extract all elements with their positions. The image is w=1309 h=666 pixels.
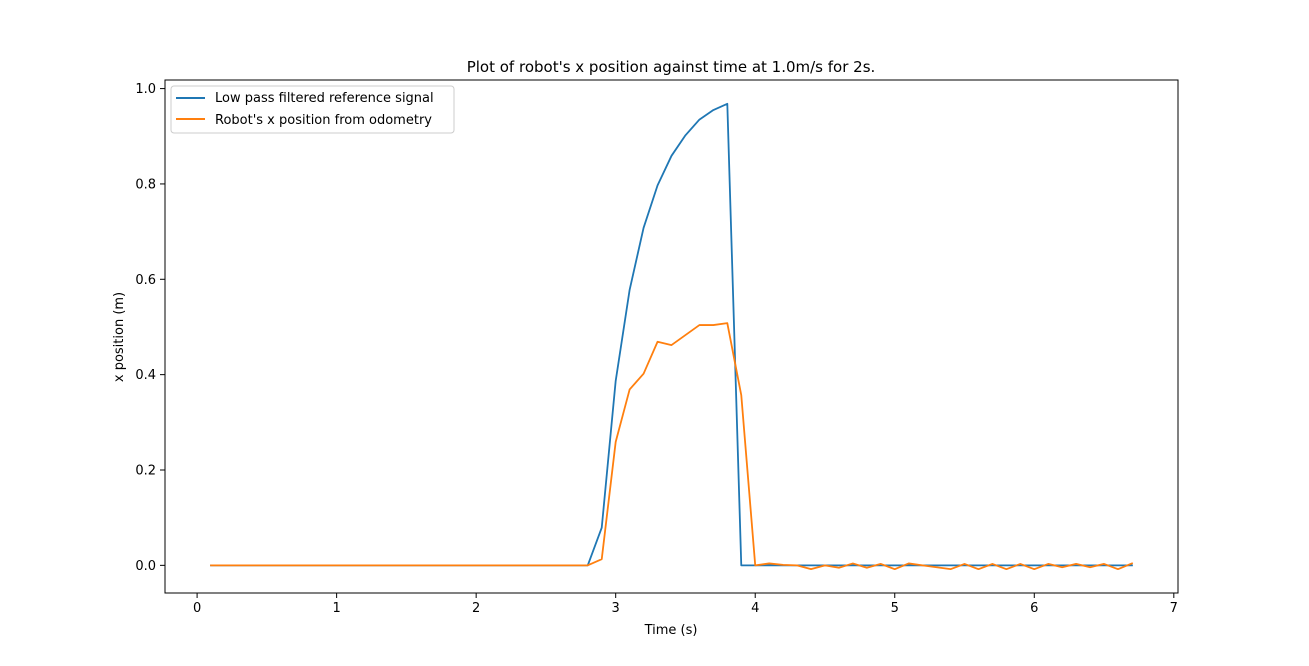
y-tick-label: 0.6 (135, 273, 156, 288)
x-axis-ticks: 0 1 2 3 4 5 6 7 (193, 593, 1178, 616)
y-axis-label: x position (m) (112, 292, 127, 382)
legend: Low pass filtered reference signal Robot… (170, 85, 455, 134)
x-tick-label: 3 (612, 601, 620, 616)
axes-frame (164, 79, 1179, 594)
chart-title: Plot of robot's x position against time … (467, 58, 876, 76)
x-tick-label: 2 (472, 601, 480, 616)
series-line-1 (210, 322, 1134, 571)
x-tick-label: 6 (1030, 601, 1038, 616)
plot-area (164, 79, 1179, 594)
series-layer (210, 102, 1134, 571)
x-tick-label: 0 (193, 601, 201, 616)
x-tick-label: 7 (1170, 601, 1178, 616)
y-tick-label: 1.0 (135, 82, 156, 97)
y-axis-ticks: 0.0 0.2 0.4 0.6 0.8 1.0 (135, 82, 165, 574)
x-tick-label: 5 (891, 601, 899, 616)
x-tick-label: 4 (751, 601, 759, 616)
legend-box (170, 85, 455, 134)
y-tick-label: 0.4 (135, 368, 156, 383)
x-tick-label: 1 (332, 601, 340, 616)
y-tick-label: 0.8 (135, 177, 156, 192)
y-tick-label: 0.2 (135, 463, 156, 478)
x-axis-label: Time (s) (644, 623, 698, 638)
y-tick-label: 0.0 (135, 559, 156, 574)
legend-label-odometry: Robot's x position from odometry (215, 113, 432, 128)
legend-label-reference: Low pass filtered reference signal (215, 91, 434, 106)
